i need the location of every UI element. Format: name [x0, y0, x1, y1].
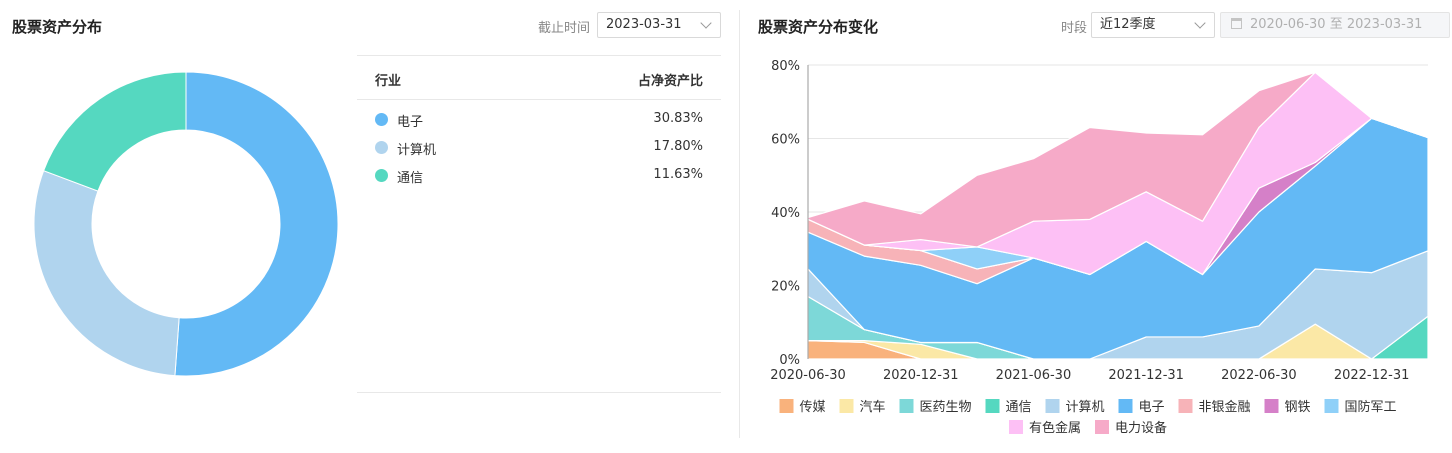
range-end: 2023-03-31: [1346, 17, 1423, 32]
legend-item: 电力设备: [1115, 420, 1167, 436]
cutoff-date-select[interactable]: 2023-03-31: [597, 12, 721, 38]
table-row: 通信 11.63%: [357, 162, 721, 190]
header-industry: 行业: [375, 74, 402, 89]
industry-donut-chart: [33, 71, 339, 377]
legend-swatch-icon: [1264, 399, 1279, 413]
y-tick-label: 60%: [771, 133, 800, 148]
row-industry-value: 30.83%: [653, 111, 703, 126]
period-label: 时段: [1061, 21, 1088, 36]
calendar-icon: [1231, 18, 1242, 29]
legend-swatch-icon: [1095, 420, 1109, 434]
cutoff-date-value: 2023-03-31: [606, 17, 682, 32]
y-tick-label: 40%: [771, 206, 800, 221]
header-ratio: 占净资产比: [637, 74, 703, 89]
x-tick-label: 2022-06-30: [1221, 368, 1297, 383]
y-tick-label: 0%: [779, 353, 800, 368]
y-tick-label: 80%: [771, 59, 800, 74]
legend-item: 非银金融: [1199, 399, 1251, 415]
range-start: 2020-06-30: [1250, 17, 1326, 32]
legend-swatch-icon: [899, 399, 914, 413]
area-series-电力设备: [807, 71, 1429, 248]
legend-swatch-icon: [1178, 399, 1193, 413]
legend-swatch-icon: [1324, 399, 1339, 413]
legend-item: 汽车: [860, 399, 886, 415]
legend-swatch-icon: [839, 399, 854, 413]
industry-area-chart: 0% 20% 40% 60% 80% 2020-06-30 2020-12-31 2021-0…: [770, 59, 1429, 436]
x-tick-label: 2020-06-30: [770, 368, 846, 383]
table-bottom-divider: [357, 392, 721, 393]
legend-item: 传媒: [800, 400, 826, 415]
chevron-down-icon: [1194, 17, 1206, 29]
legend-swatch-icon: [1009, 420, 1023, 434]
legend-item: 国防军工: [1345, 399, 1397, 415]
legend-dot-icon: [375, 169, 388, 182]
date-range-picker[interactable]: 2020-06-30 至 2023-03-31: [1220, 12, 1450, 38]
row-industry-value: 17.80%: [653, 139, 703, 154]
donut-slice-通信: [43, 71, 187, 192]
table-row: 计算机 17.80%: [357, 134, 721, 162]
x-tick-label: 2020-12-31: [883, 368, 959, 383]
legend-swatch-icon: [1118, 399, 1133, 413]
legend-item: 电子: [1139, 400, 1165, 415]
legend-item: 医药生物: [920, 400, 972, 415]
legend-item: 计算机: [1066, 400, 1105, 415]
legend-item: 通信: [1006, 400, 1032, 415]
right-panel-title: 股票资产分布变化: [758, 18, 879, 36]
y-tick-label: 20%: [771, 280, 800, 295]
row-industry-name: 计算机: [397, 143, 437, 158]
table-header: 行业 占净资产比: [357, 55, 721, 100]
table-row: 电子 30.83%: [357, 106, 721, 134]
legend-item: 有色金属: [1029, 420, 1081, 436]
legend-dot-icon: [375, 141, 388, 154]
row-industry-value: 11.63%: [653, 167, 703, 182]
x-tick-label: 2021-12-31: [1108, 368, 1184, 383]
x-tick-label: 2022-12-31: [1334, 368, 1410, 383]
legend-swatch-icon: [985, 399, 1000, 413]
legend-item: 钢铁: [1285, 400, 1311, 415]
left-panel-title: 股票资产分布: [12, 18, 103, 36]
cutoff-date-label: 截止时间: [538, 21, 591, 36]
legend-swatch-icon: [1045, 399, 1060, 413]
row-industry-name: 通信: [397, 171, 424, 186]
period-select[interactable]: 近12季度: [1091, 12, 1215, 38]
period-value: 近12季度: [1100, 17, 1156, 32]
donut-slice-电子: [174, 71, 339, 377]
range-separator: 至: [1329, 17, 1343, 32]
row-industry-name: 电子: [397, 115, 424, 130]
panel-divider: [739, 10, 740, 438]
legend-swatch-icon: [779, 399, 794, 413]
legend-dot-icon: [375, 113, 388, 126]
donut-slice-计算机: [33, 170, 180, 377]
industry-table: 行业 占净资产比 电子 30.83% 计算机 17.80% 通信 11.63%: [357, 55, 721, 190]
chevron-down-icon: [700, 17, 712, 29]
x-tick-label: 2021-06-30: [996, 368, 1072, 383]
